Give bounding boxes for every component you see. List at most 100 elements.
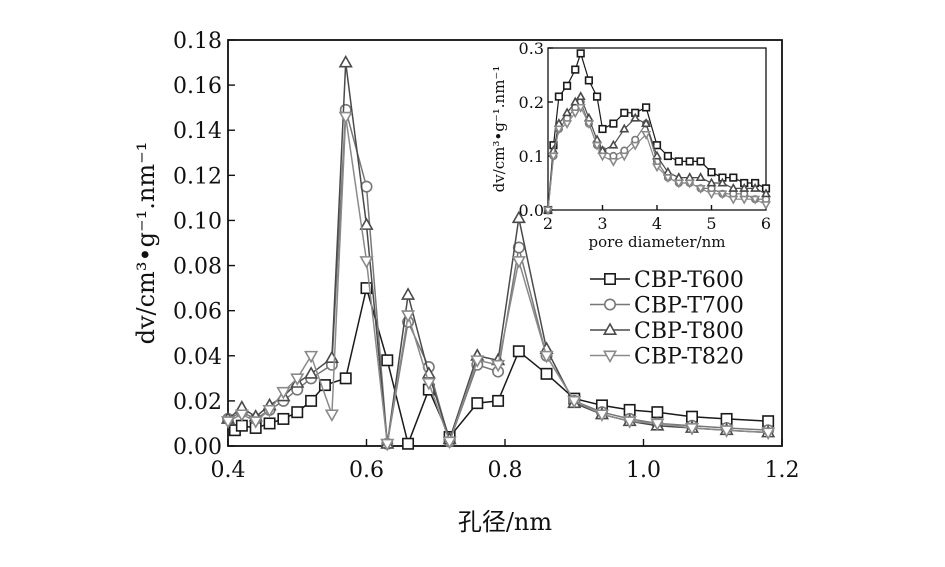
main-y-tick-label: 0.04 bbox=[173, 345, 222, 370]
inset-data-point-cbp-t820 bbox=[750, 195, 761, 205]
main-series-cbp-t820 bbox=[220, 111, 776, 452]
inset-data-point-cbp-t800 bbox=[739, 182, 750, 192]
inset-y-tick-label: 0.1 bbox=[519, 147, 544, 166]
main-data-point-cbp-t820 bbox=[421, 377, 436, 391]
main-data-point-cbp-t800 bbox=[324, 350, 339, 363]
inset-data-point-cbp-t820 bbox=[630, 141, 641, 151]
inset-data-point-cbp-t600 bbox=[641, 103, 651, 112]
inset-data-point-cbp-t600 bbox=[620, 108, 629, 117]
inset-data-point-cbp-t820 bbox=[695, 184, 706, 194]
inset-plot-frame bbox=[547, 47, 767, 211]
inset-data-point-cbp-t800 bbox=[728, 182, 739, 192]
main-data-point-cbp-t600 bbox=[291, 406, 304, 419]
legend-label: CBP-T600 bbox=[634, 268, 744, 293]
main-data-point-cbp-t820 bbox=[359, 256, 374, 269]
legend-label: CBP-T800 bbox=[634, 319, 744, 344]
main-data-point-cbp-t820 bbox=[380, 438, 395, 452]
main-data-point-cbp-t820 bbox=[490, 359, 506, 373]
inset-data-point-cbp-t820 bbox=[662, 174, 673, 184]
main-x-axis-title: 孔径/nm bbox=[458, 508, 553, 536]
main-data-point-cbp-t820 bbox=[594, 409, 610, 423]
main-data-point-cbp-t800 bbox=[359, 217, 374, 230]
inset-data-point-cbp-t600 bbox=[562, 81, 572, 90]
inset-plot: 2 3 4 5 6 0.0 0.1 0.2 0.3 pore diameter/nm dv/cm³•… bbox=[490, 39, 771, 251]
inset-x-tick-label: 2 bbox=[543, 214, 553, 233]
inset-data-point-cbp-t800 bbox=[570, 96, 581, 106]
inset-data-point-cbp-t820 bbox=[543, 206, 553, 216]
main-x-tick-label: 0.4 bbox=[211, 458, 246, 483]
inset-data-point-cbp-t800 bbox=[608, 139, 619, 149]
legend-label: CBP-T700 bbox=[634, 294, 744, 319]
inset-data-point-cbp-t820 bbox=[761, 201, 771, 211]
inset-series-cbp-t820 bbox=[543, 103, 771, 216]
main-data-point-cbp-t600 bbox=[381, 354, 394, 367]
main-data-point-cbp-t820 bbox=[262, 404, 277, 418]
main-data-point-cbp-t820 bbox=[511, 256, 526, 269]
inset-data-point-cbp-t600 bbox=[576, 49, 585, 58]
inset-data-point-cbp-t800 bbox=[706, 177, 717, 187]
main-data-point-cbp-t820 bbox=[470, 355, 485, 368]
inset-data-point-cbp-t800 bbox=[717, 177, 728, 187]
main-data-point-cbp-t600 bbox=[277, 412, 290, 425]
inset-data-point-cbp-t820 bbox=[570, 109, 581, 119]
inset-data-point-cbp-t600 bbox=[554, 92, 563, 101]
legend-label: CBP-T820 bbox=[634, 345, 744, 370]
inset-x-tick-label: 5 bbox=[706, 214, 716, 233]
main-data-point-cbp-t820 bbox=[442, 436, 457, 450]
main-x-tick-label: 1.0 bbox=[626, 458, 661, 483]
main-data-point-cbp-t600 bbox=[512, 345, 525, 358]
inset-data-point-cbp-t600 bbox=[571, 65, 580, 74]
main-data-point-cbp-t820 bbox=[761, 427, 776, 441]
inset-data-point-cbp-t600 bbox=[696, 157, 705, 166]
legend-marker bbox=[603, 298, 616, 311]
inset-data-point-cbp-t820 bbox=[548, 152, 559, 162]
inset-data-point-cbp-t820 bbox=[641, 130, 652, 140]
inset-data-point-cbp-t820 bbox=[728, 195, 739, 205]
inset-data-point-cbp-t600 bbox=[609, 119, 618, 128]
inset-data-point-cbp-t600 bbox=[584, 76, 593, 85]
main-data-point-cbp-t600 bbox=[263, 417, 276, 430]
legend-item-cbp-t800: CBP-T800 bbox=[590, 319, 744, 344]
inset-y-axis-title: dv/cm³•g⁻¹.nm⁻¹ bbox=[490, 66, 508, 193]
inset-data-point-cbp-t800 bbox=[575, 91, 586, 101]
inset-data-point-cbp-t820 bbox=[583, 120, 594, 130]
inset-data-point-cbp-t600 bbox=[598, 124, 607, 134]
main-data-point-cbp-t820 bbox=[400, 310, 416, 323]
main-data-point-cbp-t700 bbox=[512, 241, 525, 254]
inset-data-point-cbp-t600 bbox=[663, 151, 672, 161]
main-data-point-cbp-t800 bbox=[338, 54, 353, 68]
inset-data-point-cbp-t820 bbox=[592, 141, 603, 151]
inset-data-point-cbp-t820 bbox=[562, 120, 573, 130]
legend-item-cbp-t820: CBP-T820 bbox=[590, 345, 744, 370]
legend-marker bbox=[602, 350, 618, 364]
main-y-tick-label: 0.00 bbox=[173, 435, 222, 460]
main-data-point-cbp-t600 bbox=[492, 394, 505, 407]
inset-y-tick-label: 0.3 bbox=[519, 39, 544, 58]
inset-x-tick-label: 3 bbox=[597, 214, 607, 233]
main-x-tick-label: 0.6 bbox=[349, 458, 384, 483]
inset-data-point-cbp-t600 bbox=[729, 173, 738, 182]
main-y-axis-title: dv/cm³•g⁻¹.nm⁻¹ bbox=[132, 142, 160, 345]
main-y-tick-label: 0.02 bbox=[173, 390, 222, 415]
main-y-tick-label: 0.12 bbox=[173, 164, 222, 189]
inset-data-point-cbp-t600 bbox=[592, 92, 602, 101]
main-data-point-cbp-t820 bbox=[622, 416, 637, 429]
inset-y-tick-label: 0.0 bbox=[519, 201, 544, 220]
main-data-point-cbp-t820 bbox=[719, 425, 734, 438]
main-data-point-cbp-t600 bbox=[339, 372, 352, 385]
main-y-tick-label: 0.14 bbox=[173, 119, 222, 144]
inset-x-axis-title: pore diameter/nm bbox=[589, 233, 726, 251]
inset-data-point-cbp-t820 bbox=[619, 152, 630, 162]
main-y-tick-label: 0.16 bbox=[173, 74, 222, 99]
main-data-point-cbp-t820 bbox=[234, 409, 249, 423]
legend-marker bbox=[603, 272, 616, 285]
inset-data-point-cbp-t800 bbox=[619, 123, 630, 133]
main-data-point-cbp-t600 bbox=[540, 367, 553, 380]
inset-data-point-cbp-t820 bbox=[652, 163, 662, 173]
inset-data-point-cbp-t820 bbox=[575, 103, 586, 113]
inset-y-tick-label: 0.2 bbox=[519, 93, 544, 112]
main-data-point-cbp-t820 bbox=[276, 386, 291, 400]
legend-item-cbp-t600: CBP-T600 bbox=[590, 268, 744, 293]
main-x-tick-label: 0.8 bbox=[488, 458, 523, 483]
